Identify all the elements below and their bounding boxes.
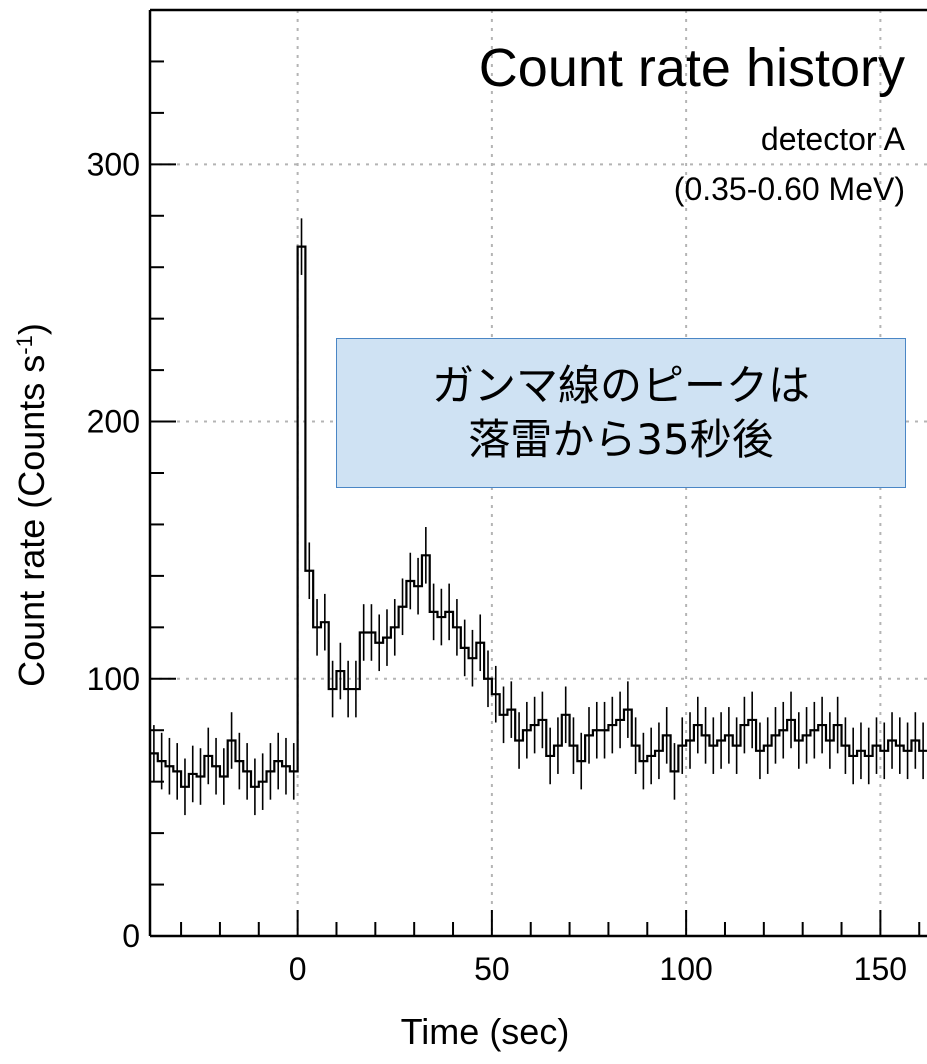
y-axis-title-main: Count rate (Counts s: [11, 355, 52, 687]
y-tick-label: 100: [87, 661, 140, 697]
y-tick-label: 0: [122, 918, 140, 954]
chart-title: Count rate history: [479, 38, 905, 98]
y-axis-title-close: ): [11, 323, 52, 335]
x-tick-label: 150: [854, 951, 907, 987]
annotation-box: ガンマ線のピークは 落雷から35秒後: [336, 338, 906, 488]
y-tick-label: 300: [87, 146, 140, 182]
y-axis-title-sup: -1: [12, 335, 37, 355]
annotation-line2: 落雷から35秒後: [468, 415, 774, 464]
chart-subtitle-line1: detector A: [761, 121, 906, 157]
count-rate-step-line: [150, 245, 927, 788]
y-axis-title: Count rate (Counts s-1): [11, 323, 52, 687]
x-tick-label: 50: [474, 951, 510, 987]
x-tick-label: 0: [289, 951, 307, 987]
x-tick-label: 100: [659, 951, 712, 987]
y-tick-label: 200: [87, 404, 140, 440]
axes: 0 100 200 300 0 50 100 150: [87, 8, 927, 987]
plot-area: [150, 218, 927, 816]
annotation-line1: ガンマ線のピークは: [431, 361, 810, 410]
x-axis-title: Time (sec): [401, 1011, 570, 1052]
chart-subtitle-line2: (0.35-0.60 MeV): [674, 171, 905, 207]
